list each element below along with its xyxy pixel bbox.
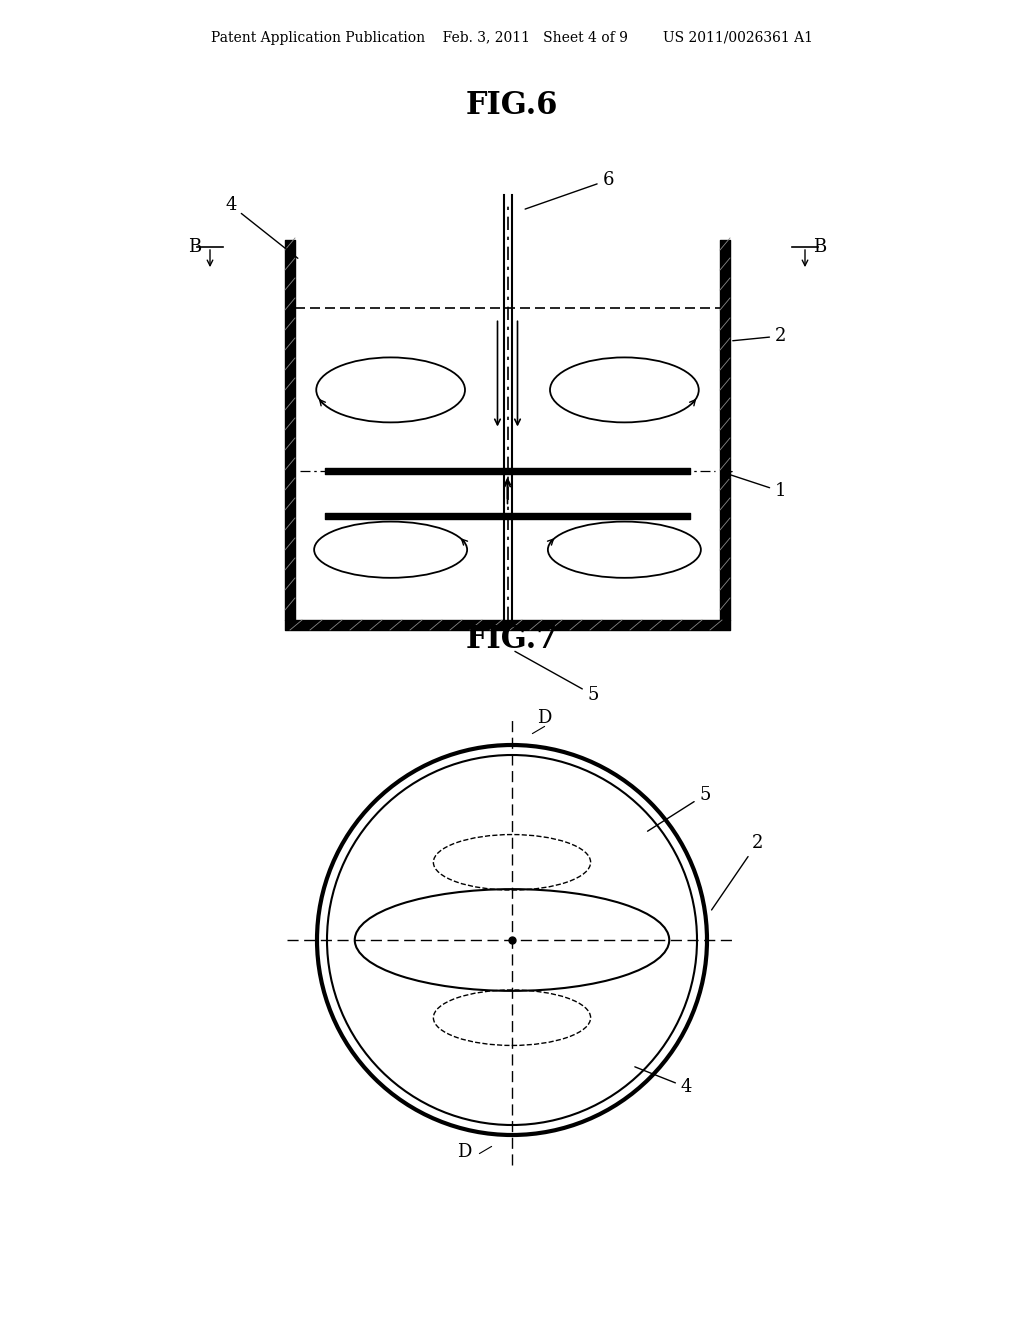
Text: 5: 5: [647, 785, 711, 832]
Text: 6: 6: [525, 172, 614, 209]
Text: 2: 2: [712, 833, 763, 909]
Text: 5: 5: [515, 651, 599, 704]
Text: FIG.7: FIG.7: [466, 624, 558, 656]
Text: Patent Application Publication    Feb. 3, 2011   Sheet 4 of 9        US 2011/002: Patent Application Publication Feb. 3, 2…: [211, 30, 813, 45]
Text: 2: 2: [733, 327, 786, 345]
Text: B: B: [813, 238, 826, 256]
Text: 1: 1: [724, 471, 786, 500]
Text: 4: 4: [225, 195, 298, 259]
Text: 4: 4: [635, 1067, 692, 1096]
Text: FIG.6: FIG.6: [466, 90, 558, 120]
Text: D: D: [537, 709, 551, 727]
Text: B: B: [188, 238, 202, 256]
Text: D: D: [457, 1143, 471, 1162]
